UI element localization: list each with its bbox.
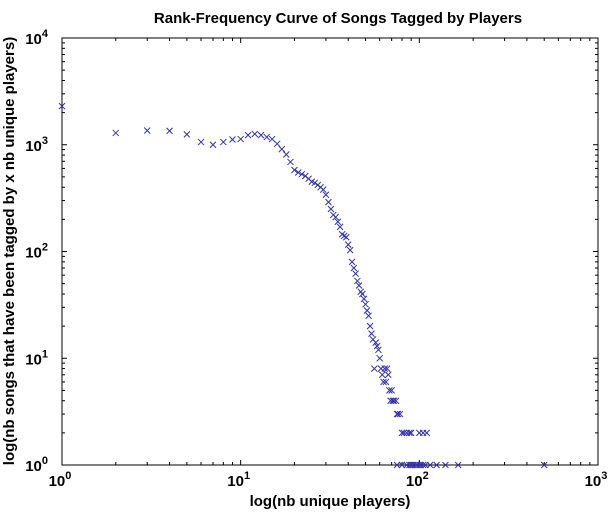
data-point [359, 290, 366, 298]
x-tick-label: 102 [406, 470, 429, 490]
data-point [58, 102, 66, 110]
data-point [376, 354, 384, 362]
data-point [384, 371, 392, 379]
data-point [291, 166, 298, 174]
data-point [373, 342, 381, 350]
data-point [393, 461, 401, 469]
x-axis: 100 101 102 103 [49, 38, 608, 490]
data-point [389, 397, 397, 405]
data-point [294, 169, 302, 176]
data-point [433, 461, 441, 469]
data-point [380, 378, 387, 386]
data-point [311, 179, 319, 187]
chart-title: Rank-Frequency Curve of Songs Tagged by … [154, 10, 522, 27]
data-point [426, 461, 434, 469]
data-point [244, 131, 252, 139]
data-point [381, 365, 389, 372]
data-point [298, 170, 306, 178]
data-point [366, 322, 374, 330]
data-point [263, 133, 271, 141]
data-point [197, 138, 205, 146]
data-point [393, 410, 401, 418]
data-point [352, 270, 359, 278]
x-axis-label: log(nb unique players) [250, 493, 411, 510]
data-point [282, 151, 290, 158]
data-point [112, 129, 120, 137]
y-axis: 100 101 102 103 104 [25, 28, 598, 475]
data-point [336, 223, 344, 231]
data-point [421, 461, 429, 469]
data-point [319, 186, 327, 193]
y-tick-label: 102 [25, 242, 48, 262]
y-axis-label: log(nb songs that have been tagged by x … [1, 37, 18, 465]
y-tick-label: 103 [25, 135, 48, 155]
data-point [372, 339, 380, 347]
data-point [332, 213, 339, 221]
data-point [348, 258, 356, 266]
data-point [454, 461, 462, 469]
y-tick-label: 104 [25, 28, 49, 48]
data-point [166, 127, 173, 135]
data-point [375, 346, 382, 354]
data-point [354, 277, 361, 285]
y-tick-label: 101 [25, 348, 48, 368]
data-point [386, 387, 393, 394]
data-point [388, 387, 396, 394]
data-point [368, 330, 375, 338]
data-point [400, 429, 408, 437]
data-point [327, 205, 335, 213]
data-point [325, 198, 332, 206]
data-point [360, 295, 368, 303]
data-point [251, 130, 259, 138]
data-point [540, 461, 548, 469]
data-point [419, 461, 427, 469]
data-point [183, 131, 191, 138]
x-tick-label: 100 [49, 470, 72, 490]
data-point [334, 218, 342, 226]
data-point [363, 307, 371, 314]
data-point [342, 233, 350, 241]
data-point [209, 141, 217, 149]
data-point [406, 429, 413, 437]
data-point [143, 127, 151, 134]
data-point [390, 397, 398, 405]
data-point [378, 371, 386, 379]
scatter-series [58, 102, 548, 469]
data-point [237, 135, 245, 143]
data-point [355, 282, 363, 289]
x-tick-label: 103 [585, 470, 608, 490]
data-point [442, 461, 449, 469]
y-tick-label: 100 [25, 455, 48, 475]
data-point [362, 300, 369, 308]
data-point [392, 397, 400, 405]
data-point [423, 429, 431, 437]
data-point [382, 378, 390, 386]
x-tick-label: 101 [227, 470, 250, 490]
data-point [344, 241, 352, 248]
data-point [257, 131, 265, 139]
data-point [383, 365, 391, 372]
data-point [346, 246, 354, 254]
data-point [229, 136, 236, 143]
data-point [396, 410, 404, 418]
data-point [365, 312, 372, 320]
data-point [407, 429, 415, 437]
data-point [350, 264, 358, 272]
data-point [278, 145, 286, 153]
data-point [287, 158, 294, 166]
data-point [370, 365, 378, 372]
plot-area-frame [61, 37, 599, 466]
data-point [394, 410, 402, 418]
data-point [219, 138, 227, 146]
data-point [322, 191, 330, 199]
